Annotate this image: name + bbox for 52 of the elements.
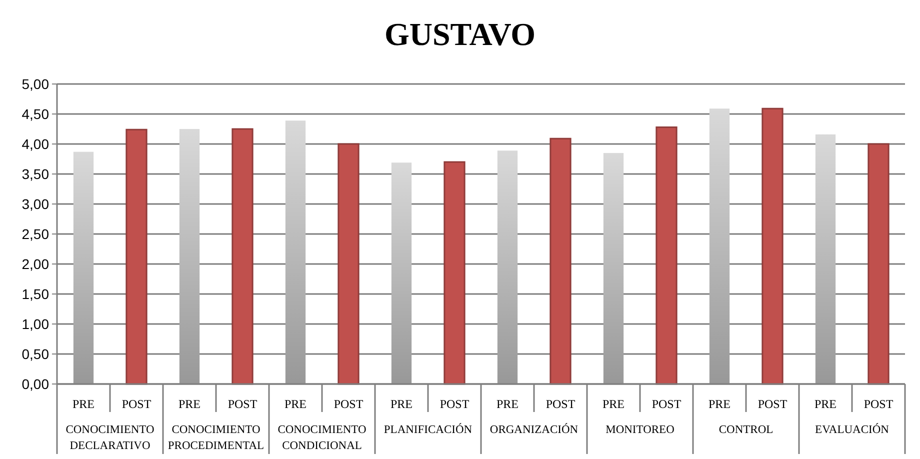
bar [815,134,836,384]
x-tick-label: POST [546,397,576,411]
bar [762,108,784,385]
bar [709,108,730,384]
x-tick-label: PRE [390,397,413,411]
y-tick-label: 3,00 [22,196,50,212]
x-tick-label: POST [334,397,364,411]
y-tick-label: 0,50 [22,346,50,362]
bar [285,120,306,384]
x-tick-label: PRE [284,397,307,411]
y-tick-label: 4,00 [22,136,50,152]
text: ORGANIZACIÓN [490,423,579,436]
x-tick-label: POST [864,397,894,411]
y-tick-label: 1,00 [22,316,50,332]
bar [550,138,572,385]
x-tick-label: POST [122,397,152,411]
text: CONTROL [718,424,774,436]
x-tick-label: PRE [496,397,519,411]
x-tick-label: POST [758,397,788,411]
bar [338,143,360,385]
y-tick-label: 3,50 [22,166,50,182]
text: CONOCIMIENTO PROCEDIMENTAL [168,424,264,452]
x-tick-label: PRE [602,397,625,411]
y-tick-label: 2,00 [22,256,50,272]
text: EVALUACIÓN [815,423,890,436]
x-tick-label: POST [652,397,682,411]
x-tick-label: PRE [72,397,95,411]
bar [232,128,254,385]
bar [126,128,148,385]
bar [444,161,466,385]
bar [868,143,890,385]
y-tick-label: 2,50 [22,226,50,242]
text: CONOCIMIENTO DECLARATIVO [66,424,154,452]
y-tick-label: 0,00 [22,376,50,392]
bar [391,162,412,384]
text: PLANIFICACIÓN [384,423,473,436]
y-tick-label: 5,00 [22,76,50,92]
bar [656,126,678,385]
x-tick-label: POST [228,397,258,411]
x-tick-label: PRE [814,397,837,411]
text: CONOCIMIENTO CONDICIONAL [278,424,366,452]
y-tick-label: 1,50 [22,286,50,302]
bar [73,152,94,384]
chart-title: GUSTAVO [384,16,536,52]
x-tick-label: PRE [708,397,731,411]
x-tick-label: PRE [178,397,201,411]
y-tick-label: 4,50 [22,106,50,122]
bar [497,150,518,384]
text: MONITOREO [606,424,674,436]
bar [179,129,200,384]
bar [603,153,624,384]
x-tick-label: POST [440,397,470,411]
